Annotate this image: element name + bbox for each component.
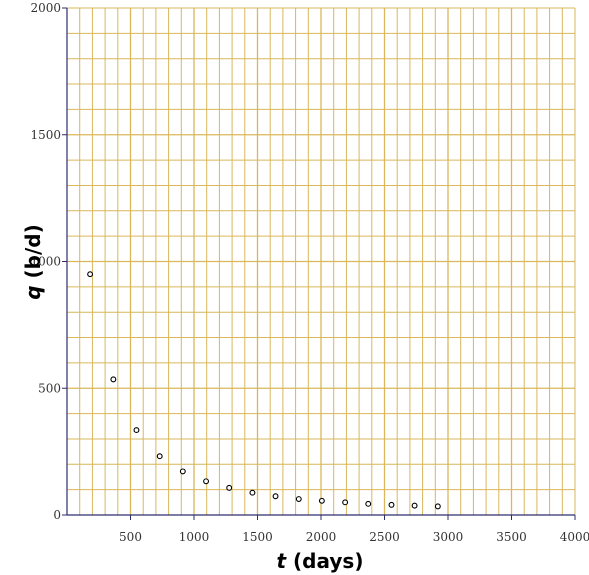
- y-axis-variable: q: [21, 285, 45, 299]
- data-point: [110, 376, 117, 383]
- x-tick-label: 4000: [560, 530, 589, 544]
- major-gridlines: [67, 7, 576, 515]
- x-axis-unit: (days): [286, 549, 363, 573]
- x-tick-label: 3000: [433, 530, 464, 544]
- data-point: [179, 468, 186, 475]
- y-tick-label: 1000: [30, 255, 61, 269]
- x-tick-label: 2500: [369, 530, 400, 544]
- y-tick-label: 0: [53, 508, 61, 522]
- data-point: [411, 502, 418, 509]
- chart-axes: [62, 7, 576, 520]
- data-points: [87, 271, 441, 510]
- data-point: [133, 427, 140, 434]
- data-point: [203, 478, 210, 485]
- data-point: [156, 453, 163, 460]
- data-point: [318, 497, 325, 504]
- x-tick-labels: 500 1000 1500 2000 2500 3000 3500 4000: [119, 530, 589, 544]
- x-axis-variable: t: [277, 549, 288, 573]
- x-tick-label: 2000: [306, 530, 337, 544]
- data-point: [342, 499, 349, 506]
- data-point: [249, 489, 256, 496]
- data-point: [226, 484, 233, 491]
- data-point: [295, 496, 302, 502]
- data-point: [388, 501, 395, 508]
- y-axis-title: q (b/d): [21, 224, 45, 300]
- y-tick-label: 500: [38, 381, 61, 395]
- y-axis-unit: (b/d): [21, 224, 45, 285]
- x-tick-label: 3500: [496, 530, 527, 544]
- x-tick-label: 1000: [179, 530, 210, 544]
- data-point: [365, 500, 372, 507]
- data-point: [272, 493, 279, 500]
- x-tick-label: 500: [119, 530, 142, 544]
- x-axis-title: t (days): [277, 549, 364, 573]
- x-tick-label: 1500: [242, 530, 273, 544]
- y-tick-label: 2000: [30, 1, 61, 15]
- data-point: [87, 271, 94, 278]
- data-point: [434, 503, 441, 510]
- y-tick-label: 1500: [30, 128, 61, 142]
- y-tick-labels: 0 500 1000 1500 2000: [30, 1, 61, 522]
